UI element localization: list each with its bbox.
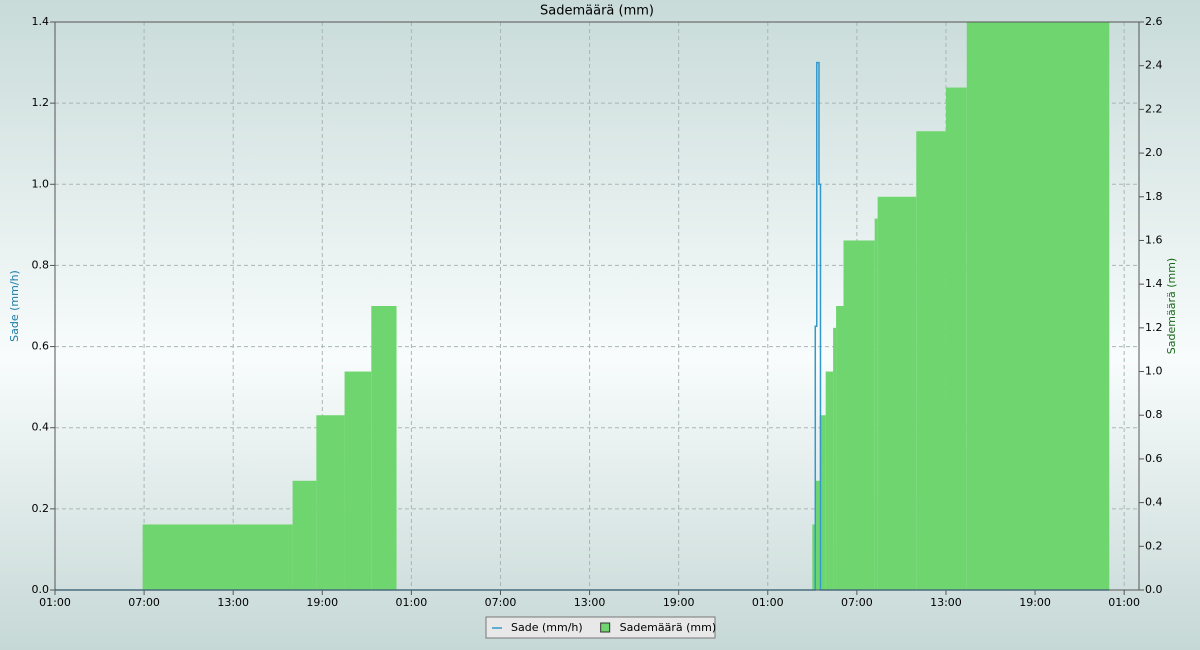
y-tick-label: 1.4 bbox=[32, 15, 50, 28]
area-step bbox=[371, 306, 397, 590]
area-step bbox=[819, 415, 826, 590]
y2-tick-label: 1.6 bbox=[1145, 233, 1163, 246]
x-tick-label: 07:00 bbox=[128, 596, 160, 609]
y-tick-label: 0.0 bbox=[32, 583, 50, 596]
legend: Sade (mm/h) Sademäärä (mm) bbox=[485, 616, 716, 639]
line bbox=[55, 61, 1110, 591]
y-tick-label: 0.6 bbox=[32, 340, 50, 353]
x-tick-label: 19:00 bbox=[663, 596, 695, 609]
y2-tick-label: 0.6 bbox=[1145, 452, 1163, 465]
area-step bbox=[316, 415, 345, 590]
x-tick-label: 13:00 bbox=[217, 596, 249, 609]
y-tick-label: 0.8 bbox=[32, 258, 50, 271]
y2-tick-label: 0.8 bbox=[1145, 408, 1163, 421]
y2-tick-label: 2.0 bbox=[1145, 146, 1163, 159]
y-tick-label: 1.0 bbox=[32, 177, 50, 190]
y2-tick-label: 0.4 bbox=[1145, 496, 1163, 509]
area-step bbox=[812, 524, 816, 590]
area-step bbox=[836, 306, 844, 590]
y-tick-label: 1.2 bbox=[32, 96, 50, 109]
x-tick-label: 07:00 bbox=[485, 596, 517, 609]
y-tick-label: 0.4 bbox=[32, 421, 50, 434]
area-step bbox=[344, 371, 372, 590]
legend-label: Sademäärä (mm) bbox=[620, 621, 716, 634]
chart-title: Sademäärä (mm) bbox=[540, 4, 654, 19]
area-step bbox=[825, 371, 834, 590]
area-step bbox=[142, 524, 293, 590]
legend-label: Sade (mm/h) bbox=[511, 621, 583, 634]
area-step bbox=[815, 480, 820, 590]
x-tick-label: 01:00 bbox=[752, 596, 784, 609]
area-step bbox=[916, 131, 946, 590]
x-tick-label: 19:00 bbox=[306, 596, 338, 609]
area-step bbox=[874, 218, 878, 590]
x-tick-label: 19:00 bbox=[1019, 596, 1051, 609]
y2-tick-label: 2.2 bbox=[1145, 102, 1163, 115]
y-axis-label: Sade (mm/h) bbox=[8, 270, 21, 342]
y-tick-label: 0.2 bbox=[32, 502, 50, 515]
area-step bbox=[945, 87, 967, 591]
y2-tick-label: 1.2 bbox=[1145, 321, 1163, 334]
area-step bbox=[292, 480, 317, 590]
y2-tick-label: 2.6 bbox=[1145, 15, 1163, 28]
y2-axis-label: Sademäärä (mm) bbox=[1165, 258, 1178, 354]
area-step bbox=[843, 240, 875, 590]
area-step bbox=[877, 196, 917, 590]
legend-swatch bbox=[600, 622, 611, 633]
y2-tick-label: 1.8 bbox=[1145, 190, 1163, 203]
y2-tick-label: 2.4 bbox=[1145, 59, 1163, 72]
x-tick-label: 01:00 bbox=[396, 596, 428, 609]
area-step bbox=[833, 327, 837, 590]
y2-tick-label: 1.4 bbox=[1145, 277, 1163, 290]
plot-frame bbox=[54, 21, 1140, 591]
y2-tick-label: 1.0 bbox=[1145, 365, 1163, 378]
x-tick-label: 07:00 bbox=[841, 596, 873, 609]
plot: 01:00 07:00 13:00 19:00 01:00 07:00 13:00 19:00… bbox=[32, 15, 1163, 609]
area-step bbox=[966, 22, 1110, 590]
x-tick-label: 13:00 bbox=[574, 596, 606, 609]
x-tick-label: 13:00 bbox=[930, 596, 962, 609]
x-tick-label: 01:00 bbox=[1108, 596, 1140, 609]
y2-tick-label: 0.2 bbox=[1145, 539, 1163, 552]
x-tick-label: 01:00 bbox=[39, 596, 71, 609]
y2-tick-label: 0.0 bbox=[1145, 583, 1163, 596]
